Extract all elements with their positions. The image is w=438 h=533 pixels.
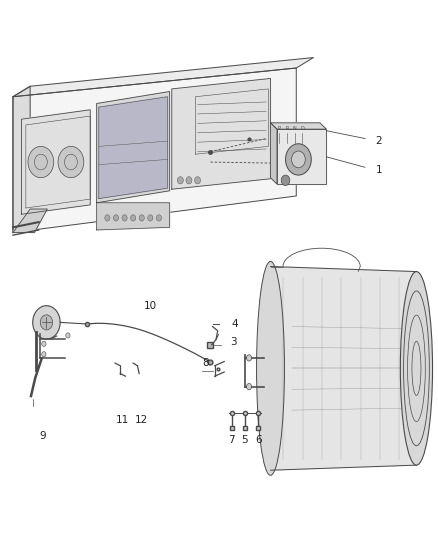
Polygon shape bbox=[13, 68, 296, 232]
Polygon shape bbox=[172, 78, 271, 189]
Ellipse shape bbox=[257, 261, 284, 475]
Circle shape bbox=[186, 176, 192, 184]
Polygon shape bbox=[271, 123, 326, 129]
Polygon shape bbox=[271, 266, 417, 470]
Text: 6: 6 bbox=[255, 435, 262, 445]
Text: 1: 1 bbox=[376, 165, 382, 175]
Circle shape bbox=[131, 215, 136, 221]
Circle shape bbox=[194, 176, 201, 184]
Polygon shape bbox=[99, 97, 167, 199]
Polygon shape bbox=[13, 209, 47, 232]
Circle shape bbox=[40, 315, 53, 330]
Circle shape bbox=[42, 341, 46, 346]
Text: 8: 8 bbox=[202, 358, 208, 368]
Text: P: P bbox=[278, 126, 280, 131]
Text: 5: 5 bbox=[241, 435, 248, 445]
Polygon shape bbox=[97, 92, 170, 203]
Circle shape bbox=[122, 215, 127, 221]
Polygon shape bbox=[271, 123, 277, 184]
Circle shape bbox=[148, 215, 153, 221]
Text: 3: 3 bbox=[230, 337, 237, 347]
Circle shape bbox=[156, 215, 162, 221]
Circle shape bbox=[247, 384, 251, 390]
Circle shape bbox=[247, 355, 251, 361]
Circle shape bbox=[28, 147, 54, 177]
Polygon shape bbox=[13, 86, 30, 232]
Circle shape bbox=[66, 333, 70, 338]
Text: 12: 12 bbox=[135, 415, 148, 425]
Polygon shape bbox=[277, 129, 326, 184]
Circle shape bbox=[292, 151, 305, 168]
Text: 4: 4 bbox=[232, 319, 239, 329]
Polygon shape bbox=[13, 58, 314, 97]
Circle shape bbox=[58, 147, 84, 177]
Circle shape bbox=[42, 352, 46, 357]
Polygon shape bbox=[97, 203, 170, 230]
Circle shape bbox=[113, 215, 119, 221]
Text: 2: 2 bbox=[376, 136, 382, 146]
Circle shape bbox=[281, 175, 290, 185]
Circle shape bbox=[139, 215, 144, 221]
Circle shape bbox=[105, 215, 110, 221]
Text: D: D bbox=[300, 126, 304, 131]
Circle shape bbox=[177, 176, 184, 184]
Text: 7: 7 bbox=[229, 435, 235, 445]
Polygon shape bbox=[21, 110, 90, 214]
Text: R: R bbox=[285, 126, 289, 131]
Circle shape bbox=[286, 144, 311, 175]
Text: N: N bbox=[293, 126, 297, 131]
Circle shape bbox=[33, 306, 60, 339]
Text: 10: 10 bbox=[144, 301, 157, 311]
Text: 9: 9 bbox=[40, 431, 46, 441]
Text: 11: 11 bbox=[116, 415, 129, 425]
Ellipse shape bbox=[400, 272, 433, 465]
